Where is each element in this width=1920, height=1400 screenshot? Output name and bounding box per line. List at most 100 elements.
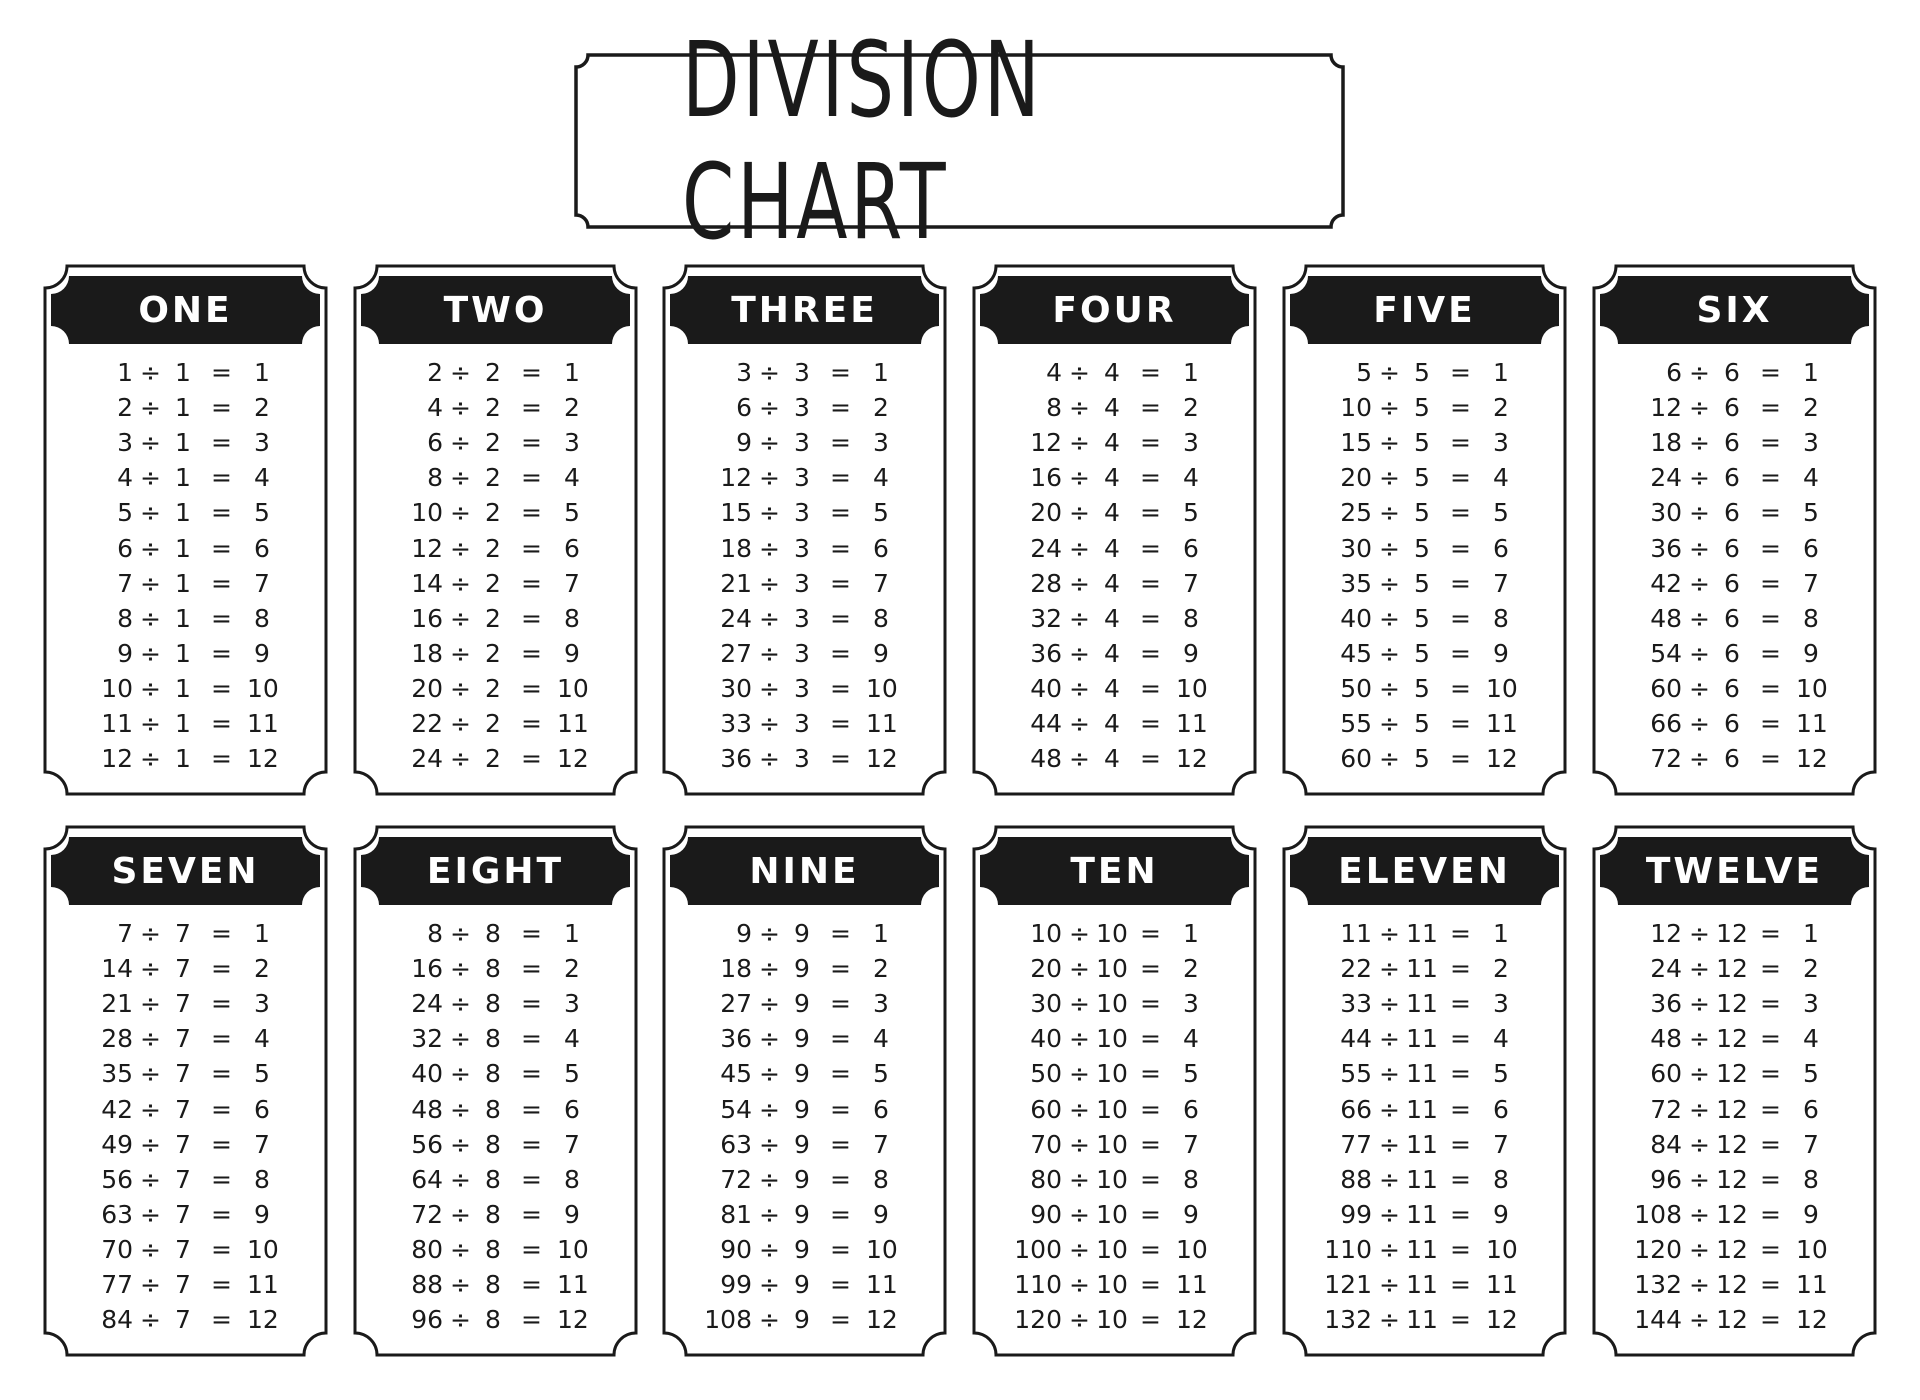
quot: 5 [873,1059,889,1089]
divisor: 9 [794,1094,810,1124]
divisor: 10 [1096,1059,1128,1089]
quot: 8 [1183,603,1199,633]
dividend: 72 [1650,1094,1682,1124]
dividend: 12 [1650,919,1682,948]
equation-row: 108 ÷ 9 = 12 [662,1302,947,1337]
quot: 4 [1493,1024,1509,1054]
equation-row: 3 ÷ 1 = 3 [43,425,328,460]
divisor: 10 [1096,1024,1128,1054]
divisor: 10 [1096,919,1128,948]
equation-row: 6 ÷ 6 = 1 [1592,355,1877,390]
dividend: 35 [1340,568,1372,598]
equation-row: 5 ÷ 1 = 5 [43,495,328,530]
div-sym: ÷ [759,358,780,387]
eq: = [1450,1059,1471,1089]
card-header-band [361,276,630,344]
equation-row: 36 ÷ 12 = 3 [1592,986,1877,1021]
quot: 8 [1183,1164,1199,1194]
equation-row: 24 ÷ 6 = 4 [1592,460,1877,495]
div-sym: ÷ [140,989,161,1019]
quot: 8 [254,1164,270,1194]
quot: 5 [1493,498,1509,528]
div-sym: ÷ [450,1234,471,1264]
dividend: 6 [1666,358,1682,387]
equation-row: 77 ÷ 7 = 11 [43,1267,328,1302]
quot: 4 [1493,463,1509,493]
dividend: 14 [101,954,133,984]
divisor: 12 [1716,989,1748,1019]
quot: 12 [1486,1305,1518,1335]
equation-row: 70 ÷ 7 = 10 [43,1232,328,1267]
quot: 11 [1486,1270,1518,1299]
divisor: 1 [175,533,191,563]
dividend: 2 [117,393,133,423]
quot: 11 [1796,1270,1828,1299]
div-sym: ÷ [1379,1059,1400,1089]
equation-row: 120 ÷ 12 = 10 [1592,1232,1877,1267]
equation-row: 18 ÷ 3 = 6 [662,531,947,566]
equation-row: 24 ÷ 12 = 2 [1592,951,1877,986]
divisor: 6 [1724,603,1740,633]
div-sym: ÷ [1069,638,1090,668]
div-sym: ÷ [1689,428,1710,458]
card-frame [1592,825,1877,1357]
dividend: 121 [1324,1270,1372,1299]
equation-row: 40 ÷ 5 = 8 [1282,601,1567,636]
equation-row: 20 ÷ 2 = 10 [353,671,638,706]
equation-row: 4 ÷ 2 = 2 [353,390,638,425]
equation-row: 8 ÷ 4 = 2 [972,390,1257,425]
equation-row: 40 ÷ 4 = 10 [972,671,1257,706]
eq: = [830,603,851,633]
div-sym: ÷ [1069,428,1090,458]
divisor: 11 [1406,954,1438,984]
quot: 12 [1486,744,1518,774]
eq: = [211,989,232,1019]
div-sym: ÷ [1379,638,1400,668]
quot: 8 [873,1164,889,1194]
dividend: 21 [720,568,752,598]
dividend: 48 [1650,1024,1682,1054]
equation-row: 2 ÷ 1 = 2 [43,390,328,425]
equation-row: 120 ÷ 10 = 12 [972,1302,1257,1337]
equation-row: 28 ÷ 4 = 7 [972,566,1257,601]
eq: = [830,1305,851,1335]
eq: = [211,673,232,703]
divisor: 7 [175,1270,191,1299]
divisor: 12 [1716,1199,1748,1229]
div-sym: ÷ [1069,1129,1090,1159]
dividend: 22 [1340,954,1372,984]
quot: 11 [1176,1270,1208,1299]
quot: 6 [254,533,270,563]
divisor: 1 [175,393,191,423]
equation-row: 21 ÷ 3 = 7 [662,566,947,601]
card-frame [972,825,1257,1357]
divisor: 12 [1716,1059,1748,1089]
quot: 9 [1183,1199,1199,1229]
divisor: 1 [175,603,191,633]
card-header-band [1290,276,1559,344]
eq: = [1760,568,1781,598]
equation-row: 24 ÷ 4 = 6 [972,531,1257,566]
divisor: 1 [175,744,191,774]
div-sym: ÷ [450,744,471,774]
equation-row: 11 ÷ 11 = 1 [1282,916,1567,951]
dividend: 24 [411,989,443,1019]
div-sym: ÷ [1689,954,1710,984]
card-frame [353,264,638,796]
card-title: FIVE [1373,289,1476,331]
card-header-band [1600,276,1869,344]
eq: = [211,709,232,738]
quot: 5 [1493,1059,1509,1089]
eq: = [1760,498,1781,528]
dividend: 9 [117,638,133,668]
divisor: 6 [1724,358,1740,387]
divisor: 5 [1414,673,1430,703]
quot: 9 [873,638,889,668]
divisor: 3 [794,603,810,633]
divisor: 7 [175,1164,191,1194]
card-header-band [361,837,630,905]
dividend: 8 [427,463,443,493]
eq: = [1760,1199,1781,1229]
quot: 11 [866,709,898,738]
eq: = [1450,463,1471,493]
